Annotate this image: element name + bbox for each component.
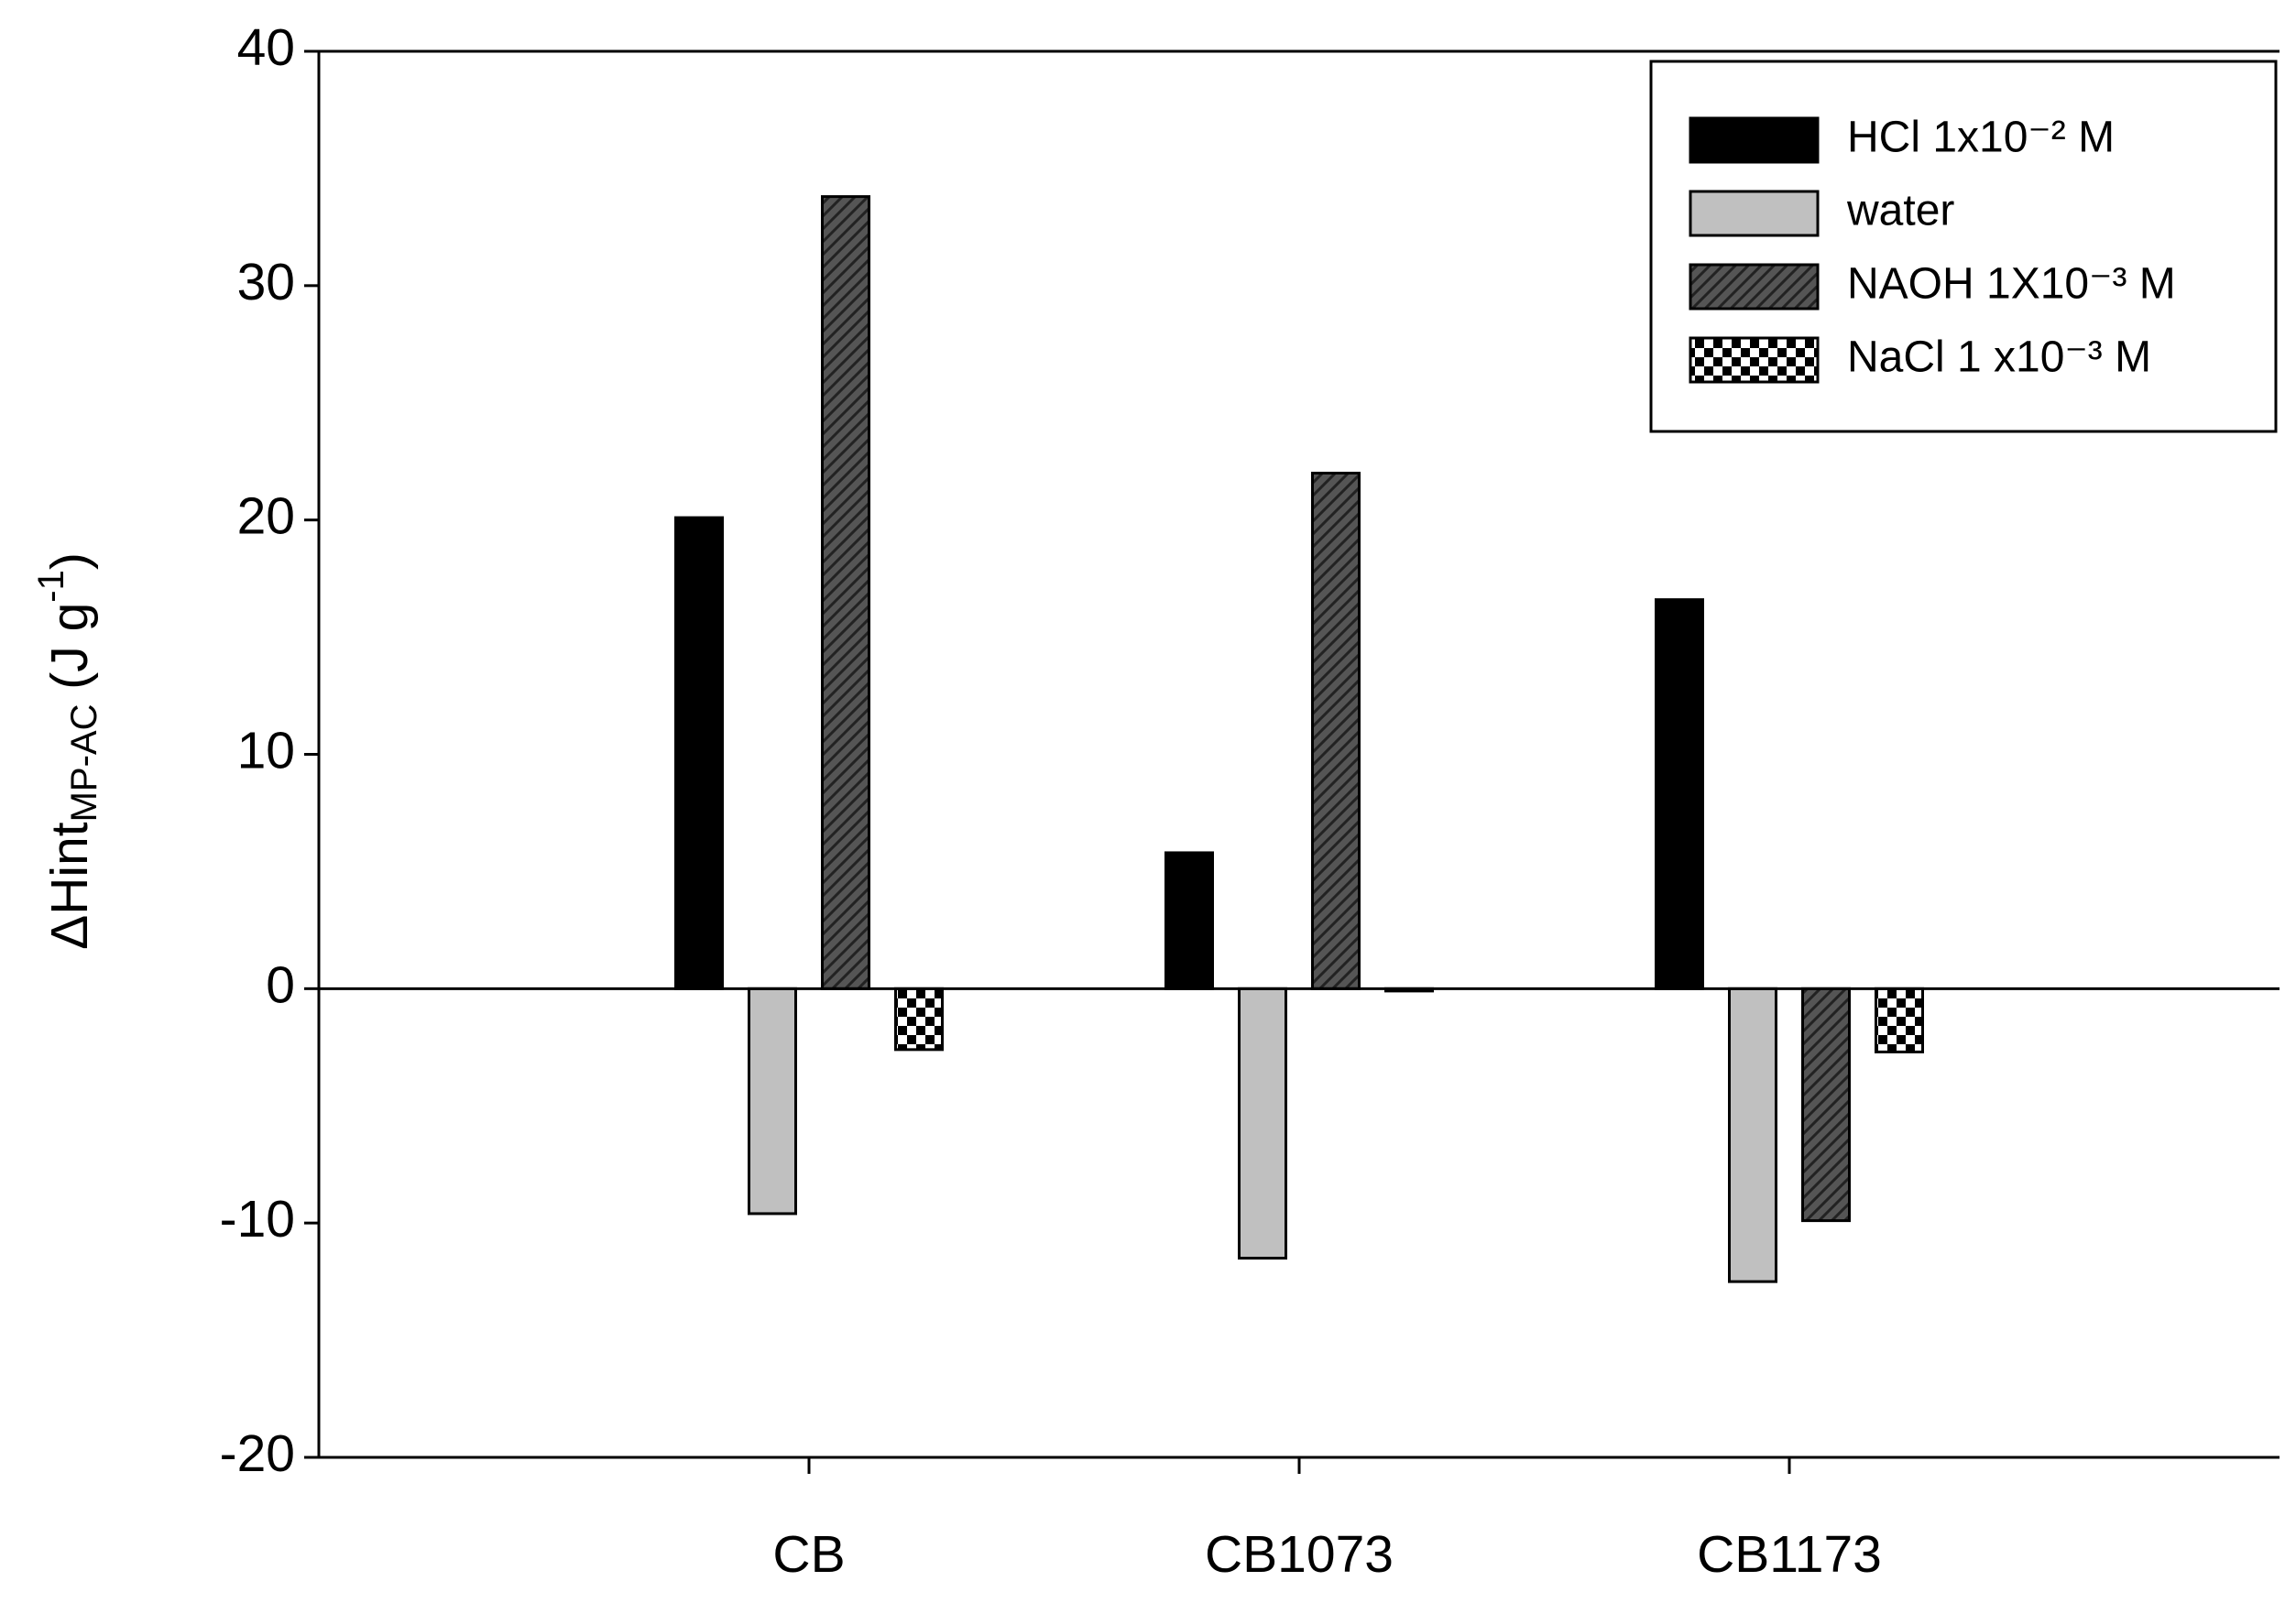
bar [674, 516, 724, 990]
bar [894, 987, 944, 1052]
x-tick-label: CB1073 [1205, 1525, 1394, 1584]
legend-swatch [1689, 116, 1820, 164]
y-label-main: ΔHint [40, 822, 99, 950]
bar [1164, 851, 1214, 990]
y-tick-label: -10 [220, 1190, 295, 1249]
legend: HCl 1x10⁻² M water NAOH 1X10⁻³ M NaCl 1 x10… [1649, 60, 2278, 433]
y-tick-label: 10 [237, 722, 295, 780]
y-label-rest: (J g [40, 603, 99, 704]
y-tick-label: -20 [220, 1424, 295, 1483]
legend-swatch [1689, 263, 1820, 311]
bar [1801, 987, 1851, 1223]
y-tick-label: 20 [237, 487, 295, 546]
bar [1728, 987, 1777, 1283]
y-axis-label: ΔHintMP-AC (J g-1) [31, 552, 104, 950]
y-label-sup: -1 [31, 570, 71, 603]
bar [748, 987, 797, 1216]
y-tick-label: 0 [266, 955, 295, 1014]
bar [821, 195, 870, 990]
legend-label: NaCl 1 x10⁻³ M [1847, 333, 2151, 382]
legend-swatch [1689, 190, 1820, 237]
legend-label: HCl 1x10⁻² M [1847, 114, 2115, 162]
y-tick-label: 30 [237, 253, 295, 311]
x-tick-label: CB [772, 1525, 845, 1584]
legend-swatch [1689, 336, 1820, 384]
legend-label: NAOH 1X10⁻³ M [1847, 260, 2176, 309]
bar [1875, 987, 1924, 1053]
y-label-sub: MP-AC [64, 704, 104, 823]
bar [1238, 987, 1287, 1260]
y-tick-label: 40 [237, 18, 295, 77]
x-tick-label: CB1173 [1697, 1525, 1882, 1584]
bar [1311, 472, 1361, 990]
bar [1655, 598, 1704, 990]
legend-label: water [1846, 187, 1954, 235]
y-label-end: ) [40, 552, 99, 570]
